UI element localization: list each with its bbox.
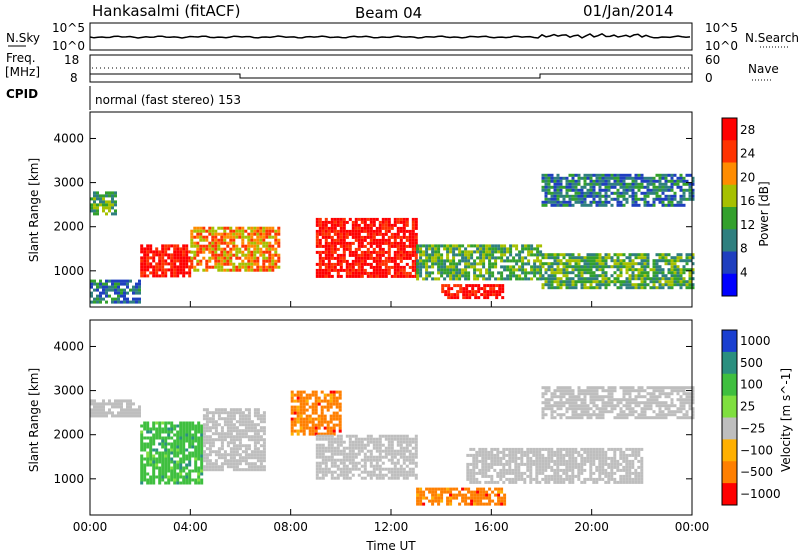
velocity-colorbar-label: Velocity [m s^-1] bbox=[779, 368, 793, 472]
power-colorbar-label: Power [dB] bbox=[757, 181, 771, 246]
nsky-trace bbox=[89, 32, 691, 39]
power-ytick-label: 4000 bbox=[53, 131, 84, 145]
nsearch-tick-low: 10^0 bbox=[705, 39, 738, 53]
power-colorbar-segment bbox=[722, 140, 737, 163]
power-ytick-label: 3000 bbox=[53, 176, 84, 190]
velocity-colorbar-tick: −25 bbox=[740, 421, 765, 435]
velocity-colorbar-segment bbox=[722, 439, 737, 462]
velocity-xtick-label: 20:00 bbox=[574, 520, 609, 534]
power-colorbar-segment bbox=[722, 118, 737, 141]
date-label: 01/Jan/2014 bbox=[583, 2, 674, 20]
velocity-panel: 1000 2000 3000 4000 00:00 04:00 08:00 12:00 16:… bbox=[27, 319, 793, 534]
freq-tick-high: 18 bbox=[64, 53, 79, 67]
velocity-xtick-label: 00:00 bbox=[73, 520, 108, 534]
nsearch-tick-high: 10^5 bbox=[705, 21, 738, 35]
power-ytick-label: 1000 bbox=[53, 264, 84, 278]
power-colorbar-segment bbox=[722, 229, 737, 252]
power-colorbar-tick: 8 bbox=[740, 242, 748, 256]
nave-tick-low: 0 bbox=[705, 71, 713, 85]
velocity-colorbar-tick: −1000 bbox=[740, 487, 781, 501]
power-ytick-label: 2000 bbox=[53, 220, 84, 234]
freq-label-line2: [MHz] bbox=[5, 65, 40, 79]
power-colorbar-segment bbox=[722, 184, 737, 208]
freq-tick-low: 8 bbox=[70, 71, 78, 85]
velocity-colorbar-segment bbox=[722, 395, 737, 418]
power-panel: 1000 2000 3000 4000 Slant Range [km] 4 8 12 16… bbox=[27, 111, 771, 308]
power-colorbar-tick: 4 bbox=[740, 265, 748, 279]
velocity-colorbar-tick: −100 bbox=[740, 443, 773, 457]
power-colorbar-tick: 12 bbox=[740, 218, 755, 232]
power-ylabel: Slant Range [km] bbox=[27, 158, 41, 262]
velocity-xtick-label: 04:00 bbox=[173, 520, 208, 534]
velocity-colorbar-tick: 100 bbox=[740, 378, 763, 392]
power-colorbar-segment bbox=[722, 207, 737, 230]
station-title: Hankasalmi (fitACF) bbox=[92, 2, 240, 20]
nsky-panel: N.Sky 10^5 10^0 10^5 10^0 N.Search bbox=[6, 21, 799, 53]
velocity-ytick-label: 3000 bbox=[53, 384, 84, 398]
velocity-ytick-label: 2000 bbox=[53, 428, 84, 442]
freq-trace bbox=[90, 73, 692, 79]
power-colorbar: 4 8 12 16 20 24 28 bbox=[721, 117, 755, 297]
velocity-xtick-label: 08:00 bbox=[273, 520, 308, 534]
velocity-colorbar-segment bbox=[722, 461, 737, 484]
velocity-colorbar-tick: 500 bbox=[740, 356, 763, 370]
power-colorbar-segment bbox=[722, 273, 737, 297]
velocity-colorbar-tick: 25 bbox=[740, 400, 755, 414]
power-colorbar-frame bbox=[721, 117, 738, 297]
velocity-colorbar: 1000 500 100 25 −25 −100 −500 −1000 bbox=[721, 329, 781, 506]
nsky-tick-low: 10^0 bbox=[52, 39, 85, 53]
velocity-xtick-label: 16:00 bbox=[474, 520, 509, 534]
velocity-colorbar-tick: 1000 bbox=[740, 334, 771, 348]
nsky-tick-high: 10^5 bbox=[52, 21, 85, 35]
power-colorbar-tick: 24 bbox=[740, 147, 755, 161]
freq-label-line1: Freq. bbox=[6, 51, 36, 65]
power-colorbar-segment bbox=[722, 162, 737, 186]
velocity-colorbar-segment bbox=[722, 330, 737, 353]
freq-panel: Freq. [MHz] 18 8 60 0 Nave bbox=[5, 51, 779, 85]
x-axis-label: Time UT bbox=[365, 539, 416, 553]
velocity-colorbar-segment bbox=[722, 483, 737, 506]
velocity-colorbar-segment bbox=[722, 373, 737, 397]
velocity-xtick-label: 12:00 bbox=[374, 520, 409, 534]
power-colorbar-segment bbox=[722, 251, 737, 275]
power-colorbar-tick: 16 bbox=[740, 194, 755, 208]
power-colorbar-tick: 28 bbox=[740, 123, 755, 137]
nsky-label: N.Sky bbox=[6, 31, 40, 45]
cpid-panel: CPID normal (fast stereo) 153 bbox=[6, 86, 241, 110]
velocity-colorbar-segment bbox=[722, 351, 737, 375]
velocity-xtick-label: 00:00 bbox=[675, 520, 710, 534]
power-colorbar-tick: 20 bbox=[740, 170, 755, 184]
velocity-colorbar-tick: −500 bbox=[740, 465, 773, 479]
velocity-ylabel: Slant Range [km] bbox=[27, 368, 41, 472]
velocity-ytick-label: 1000 bbox=[53, 472, 84, 486]
cpid-label: CPID bbox=[6, 87, 38, 101]
velocity-ytick-label: 4000 bbox=[53, 339, 84, 353]
nave-tick-high: 60 bbox=[705, 53, 720, 67]
velocity-colorbar-frame bbox=[721, 329, 738, 506]
cpid-mode-text: normal (fast stereo) 153 bbox=[95, 93, 241, 107]
nave-label: Nave bbox=[748, 62, 779, 76]
beam-label: Beam 04 bbox=[355, 4, 422, 22]
velocity-colorbar-segment bbox=[722, 417, 737, 440]
nsearch-label: N.Search bbox=[745, 31, 799, 45]
